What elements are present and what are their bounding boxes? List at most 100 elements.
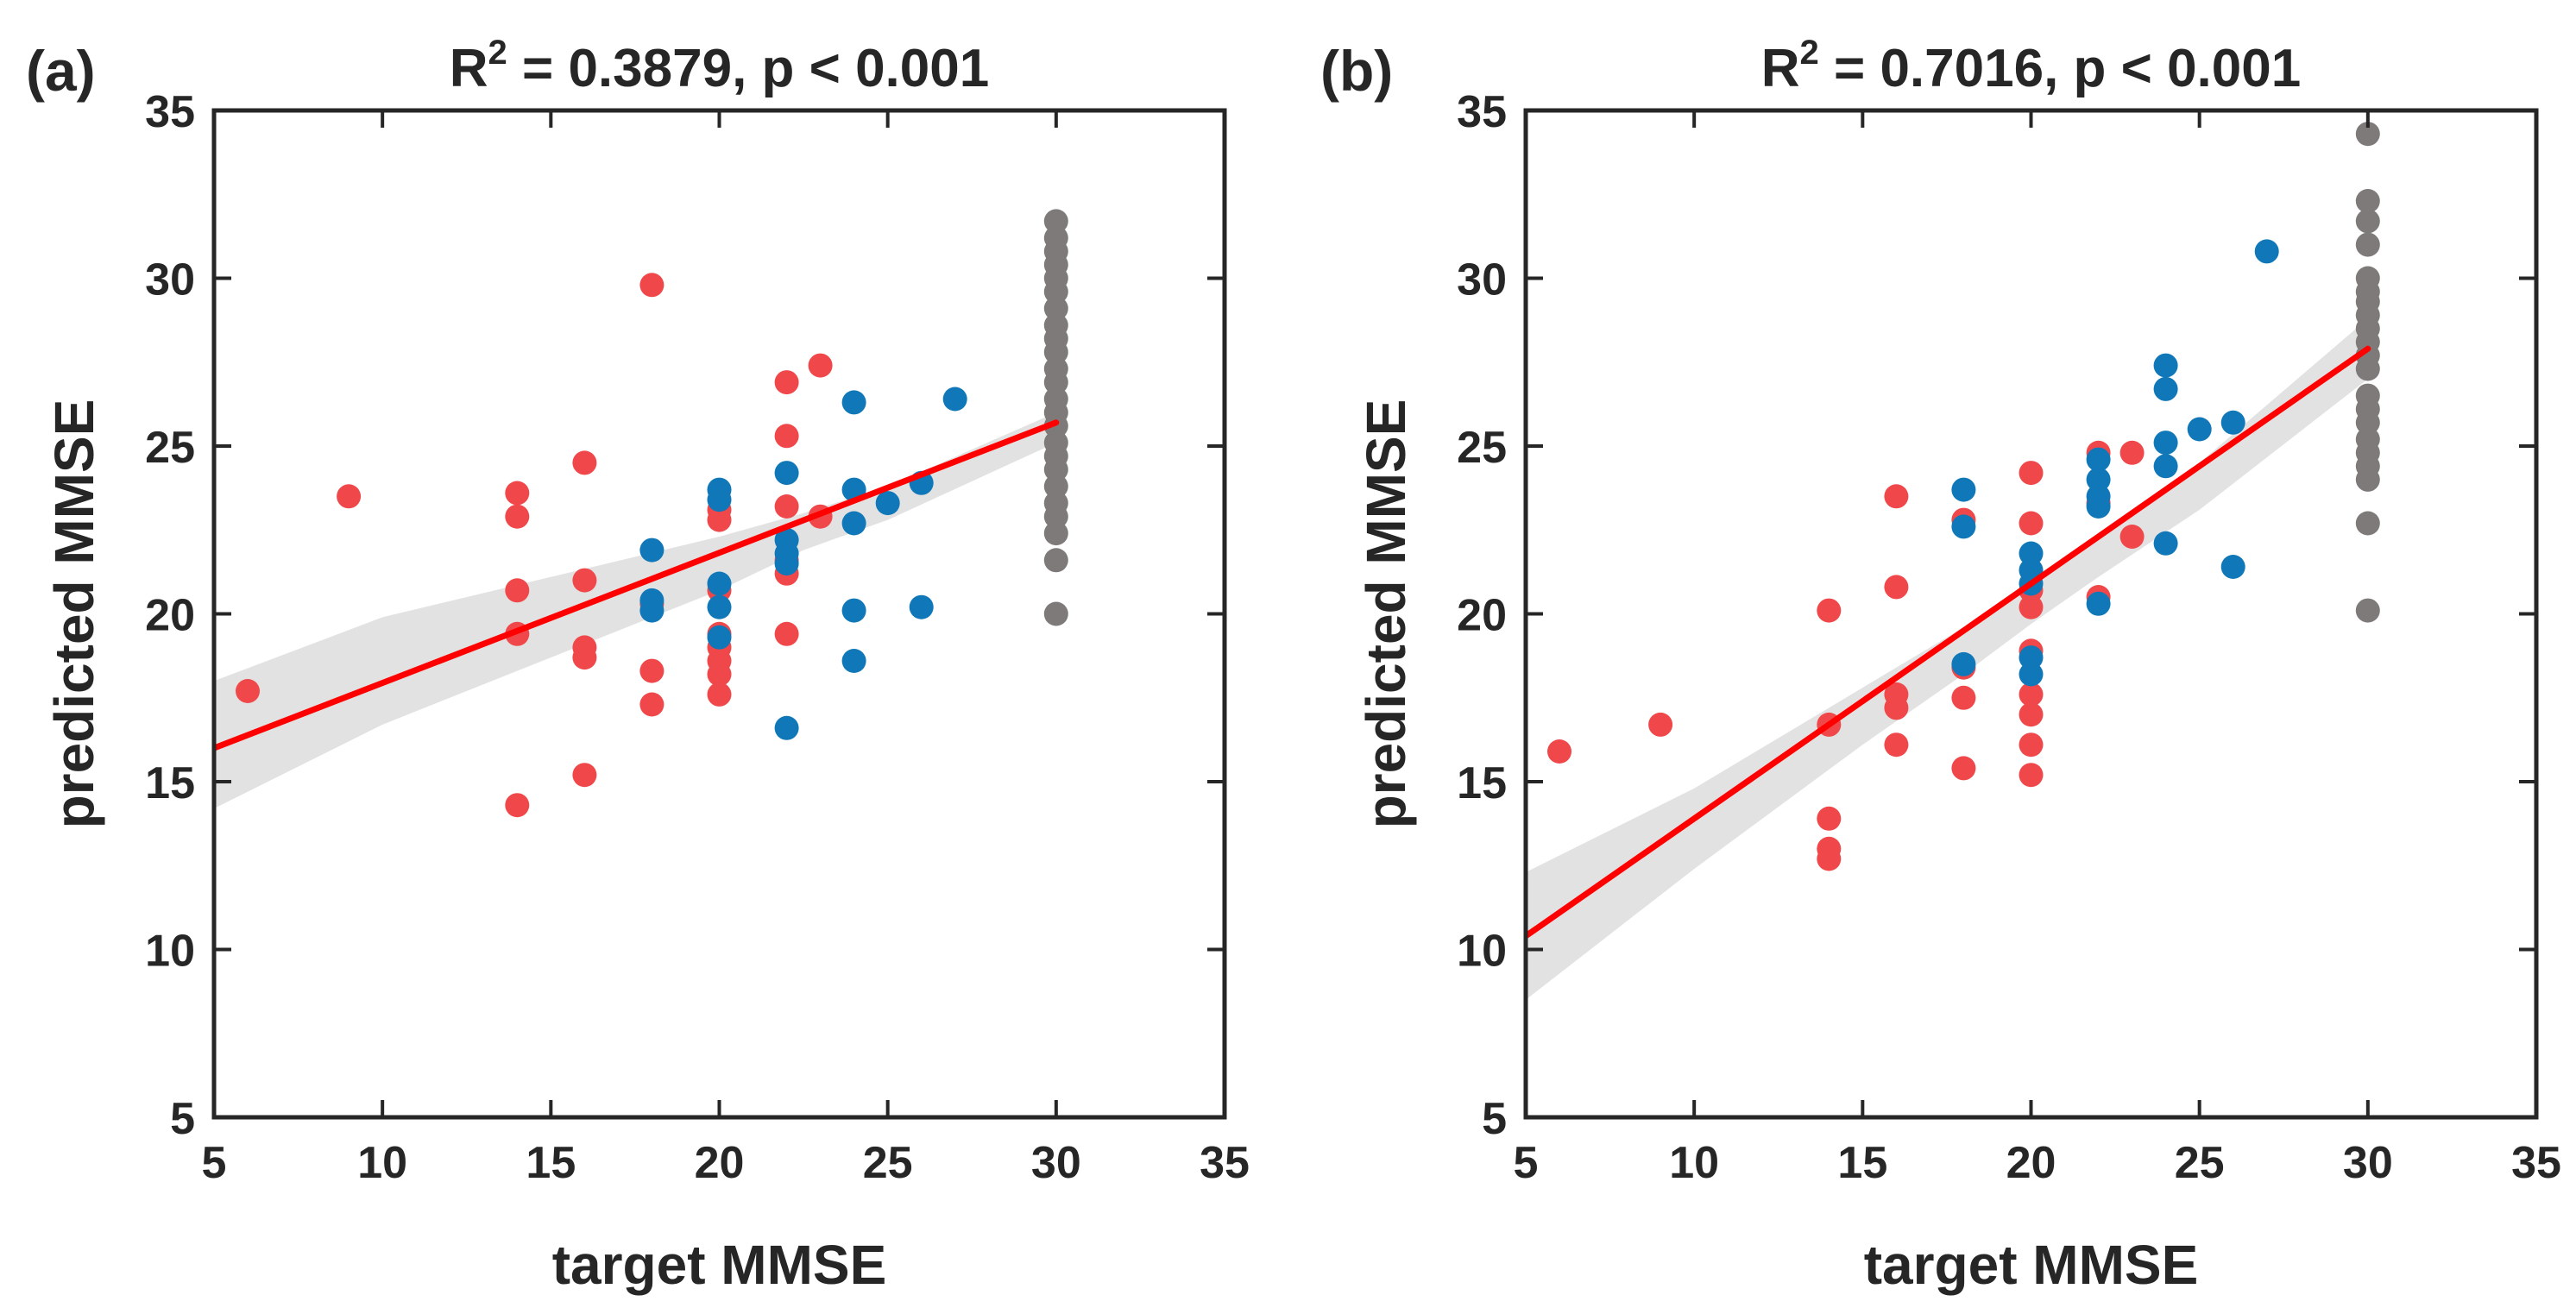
data-point xyxy=(2019,702,2044,727)
x-tick-label: 35 xyxy=(1200,1138,1250,1188)
data-point xyxy=(2355,410,2380,435)
data-point xyxy=(2355,209,2380,234)
data-point xyxy=(707,507,732,532)
series-gray xyxy=(2355,122,2380,623)
data-point xyxy=(2355,356,2380,381)
data-point xyxy=(1043,457,1068,482)
data-point xyxy=(2019,763,2044,788)
data-point xyxy=(2019,682,2044,707)
data-point xyxy=(1951,756,1976,781)
data-point xyxy=(2355,232,2380,257)
data-point xyxy=(1951,477,1976,502)
data-point xyxy=(1043,474,1068,499)
panel-a: 5 10 15 20 25 30 35 5 10 15 20 25 30 35 target MMSE pre… xyxy=(26,34,1250,1296)
data-point xyxy=(774,370,799,395)
data-point xyxy=(505,481,530,506)
data-point xyxy=(774,715,799,740)
data-point xyxy=(2019,461,2044,486)
data-point xyxy=(875,491,900,516)
series-gray xyxy=(1043,209,1068,626)
data-point xyxy=(2355,467,2380,492)
data-point xyxy=(707,571,732,596)
data-point xyxy=(841,598,866,623)
title-superscript: 2 xyxy=(488,34,507,72)
data-point xyxy=(1884,695,1909,720)
x-tick-label: 30 xyxy=(1031,1138,1081,1188)
panel-b: 5 10 15 20 25 30 35 5 10 15 20 25 30 35 target MMSE pre… xyxy=(1320,34,2561,1296)
y-tick-label: 25 xyxy=(1457,423,1507,473)
y-tick-label: 30 xyxy=(1457,255,1507,305)
y-axis-label: predicted MMSE xyxy=(1355,399,1417,829)
data-point xyxy=(2086,447,2111,472)
data-point xyxy=(2019,645,2044,670)
data-point xyxy=(572,568,597,593)
data-point xyxy=(1817,846,1842,871)
data-point xyxy=(2355,189,2380,213)
data-point xyxy=(2086,494,2111,519)
data-point xyxy=(1951,514,1976,539)
data-point xyxy=(2254,239,2279,264)
y-tick-label: 25 xyxy=(145,423,195,473)
y-tick-label: 10 xyxy=(1457,927,1507,977)
data-point xyxy=(2019,594,2044,619)
data-point xyxy=(2355,598,2380,623)
x-tick-label: 20 xyxy=(695,1138,745,1188)
data-point xyxy=(1043,370,1068,395)
regression-line xyxy=(1526,345,2371,940)
data-point xyxy=(774,621,799,646)
data-point xyxy=(774,424,799,449)
data-point xyxy=(505,504,530,529)
x-tick-label: 10 xyxy=(357,1138,407,1188)
data-point xyxy=(707,662,732,687)
data-point xyxy=(2220,410,2245,435)
x-tick-label: 15 xyxy=(526,1138,576,1188)
title-rest: = 0.7016, p < 0.001 xyxy=(1819,39,2301,98)
data-point xyxy=(1043,548,1068,573)
title-superscript: 2 xyxy=(1800,34,1819,72)
title-main: R xyxy=(1761,39,1800,98)
data-point xyxy=(774,551,799,576)
title-main: R xyxy=(450,39,488,98)
y-tick-label: 35 xyxy=(1457,87,1507,137)
x-tick-label: 25 xyxy=(863,1138,913,1188)
data-point xyxy=(707,594,732,619)
y-tick-label: 15 xyxy=(1457,758,1507,808)
data-point xyxy=(1043,296,1068,321)
regression-line xyxy=(214,419,1060,751)
data-point xyxy=(707,682,732,707)
data-point xyxy=(1884,575,1909,600)
data-point xyxy=(639,273,664,298)
x-tick-label: 10 xyxy=(1669,1138,1719,1188)
data-point xyxy=(2153,531,2178,556)
data-point xyxy=(505,793,530,818)
series-blue xyxy=(1951,239,2279,687)
y-tick-label: 30 xyxy=(145,255,195,305)
x-axis-label: target MMSE xyxy=(552,1234,887,1296)
y-tick-label: 5 xyxy=(1482,1094,1507,1144)
data-point xyxy=(841,511,866,536)
data-point xyxy=(2019,511,2044,536)
data-point xyxy=(1951,651,1976,676)
data-point xyxy=(1951,685,1976,710)
y-tick-label: 15 xyxy=(145,758,195,808)
data-point xyxy=(2119,525,2145,549)
title-rest: = 0.3879, p < 0.001 xyxy=(507,39,989,98)
x-tick-label: 20 xyxy=(2006,1138,2056,1188)
y-axis-label: predicted MMSE xyxy=(43,399,105,829)
data-point xyxy=(572,763,597,788)
data-point xyxy=(2153,353,2178,378)
data-point xyxy=(2153,431,2178,456)
data-point xyxy=(841,390,866,415)
data-point xyxy=(639,598,664,623)
data-point xyxy=(2119,440,2145,465)
x-tick-label: 25 xyxy=(2175,1138,2225,1188)
chart-title: R2 = 0.7016, p < 0.001 xyxy=(1761,34,2301,98)
data-point xyxy=(1043,521,1068,546)
data-point xyxy=(1884,732,1909,758)
data-point xyxy=(707,625,732,650)
data-point xyxy=(2019,662,2044,687)
x-tick-label: 15 xyxy=(1837,1138,1887,1188)
data-point xyxy=(1043,280,1068,305)
data-point xyxy=(942,387,967,412)
